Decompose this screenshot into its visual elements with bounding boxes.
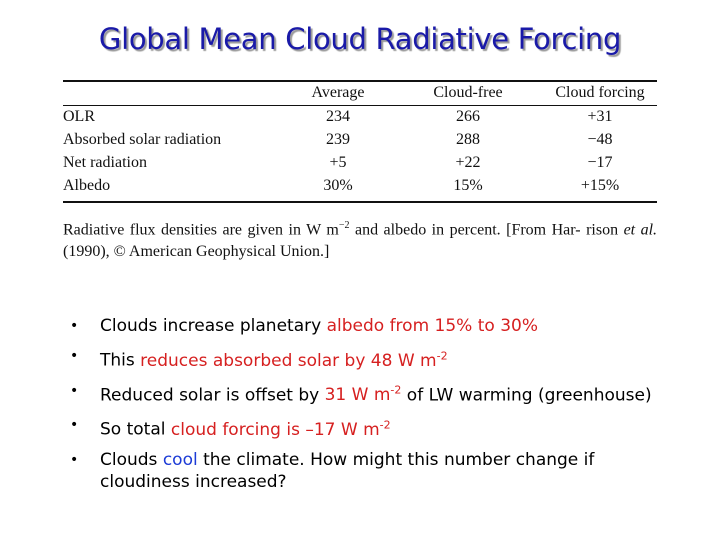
table-cell: −48 — [587, 131, 613, 148]
list-item: • Clouds cool the climate. How might this… — [70, 449, 595, 492]
table-cell: +15% — [580, 177, 620, 194]
column-header-cloud-free: Cloud-free — [433, 84, 503, 101]
table-cell: −17 — [587, 154, 613, 171]
row-label: Net radiation — [63, 154, 147, 171]
table-cell: 266 — [456, 108, 480, 125]
list-item: • Reduced solar is offset by 31 W m-2 of … — [70, 382, 652, 406]
table-cell: 239 — [326, 131, 350, 148]
table-header-row: Average Cloud-free Cloud forcing — [63, 82, 657, 105]
column-header-cloud-forcing: Cloud forcing — [555, 84, 645, 101]
slide-title: Global Mean Cloud Radiative Forcing — [98, 22, 622, 56]
table-cell: 288 — [456, 131, 480, 148]
table-row: Net radiation +5 +22 −17 — [63, 152, 657, 175]
row-label: OLR — [63, 108, 95, 125]
table-cell: +22 — [455, 154, 481, 171]
table-top-rule — [63, 80, 657, 82]
column-header-average: Average — [311, 84, 365, 101]
table-row: Absorbed solar radiation 239 288 −48 — [63, 129, 657, 152]
forcing-table: Average Cloud-free Cloud forcing OLR 234… — [63, 80, 657, 263]
list-item: • This reduces absorbed solar by 48 W m-2 — [70, 348, 448, 371]
table-row: OLR 234 266 +31 — [63, 106, 657, 129]
bullet-list: • Clouds increase planetary albedo from 1… — [70, 315, 670, 501]
table-cell: 30% — [323, 177, 353, 194]
table-bottom-rule — [63, 201, 657, 203]
table-cell: 15% — [453, 177, 483, 194]
list-item: • Clouds increase planetary albedo from 1… — [70, 316, 538, 336]
table-cell: +31 — [587, 108, 613, 125]
list-item: • So total cloud forcing is –17 W m-2 — [70, 417, 391, 440]
table-cell: +5 — [329, 154, 347, 171]
table-cell: 234 — [326, 108, 350, 125]
table-header-rule — [63, 105, 657, 106]
row-label: Absorbed solar radiation — [63, 131, 222, 148]
row-label: Albedo — [63, 177, 111, 194]
table-caption: Radiative flux densities are given in W … — [63, 220, 658, 261]
table-row: Albedo 30% 15% +15% — [63, 175, 657, 198]
